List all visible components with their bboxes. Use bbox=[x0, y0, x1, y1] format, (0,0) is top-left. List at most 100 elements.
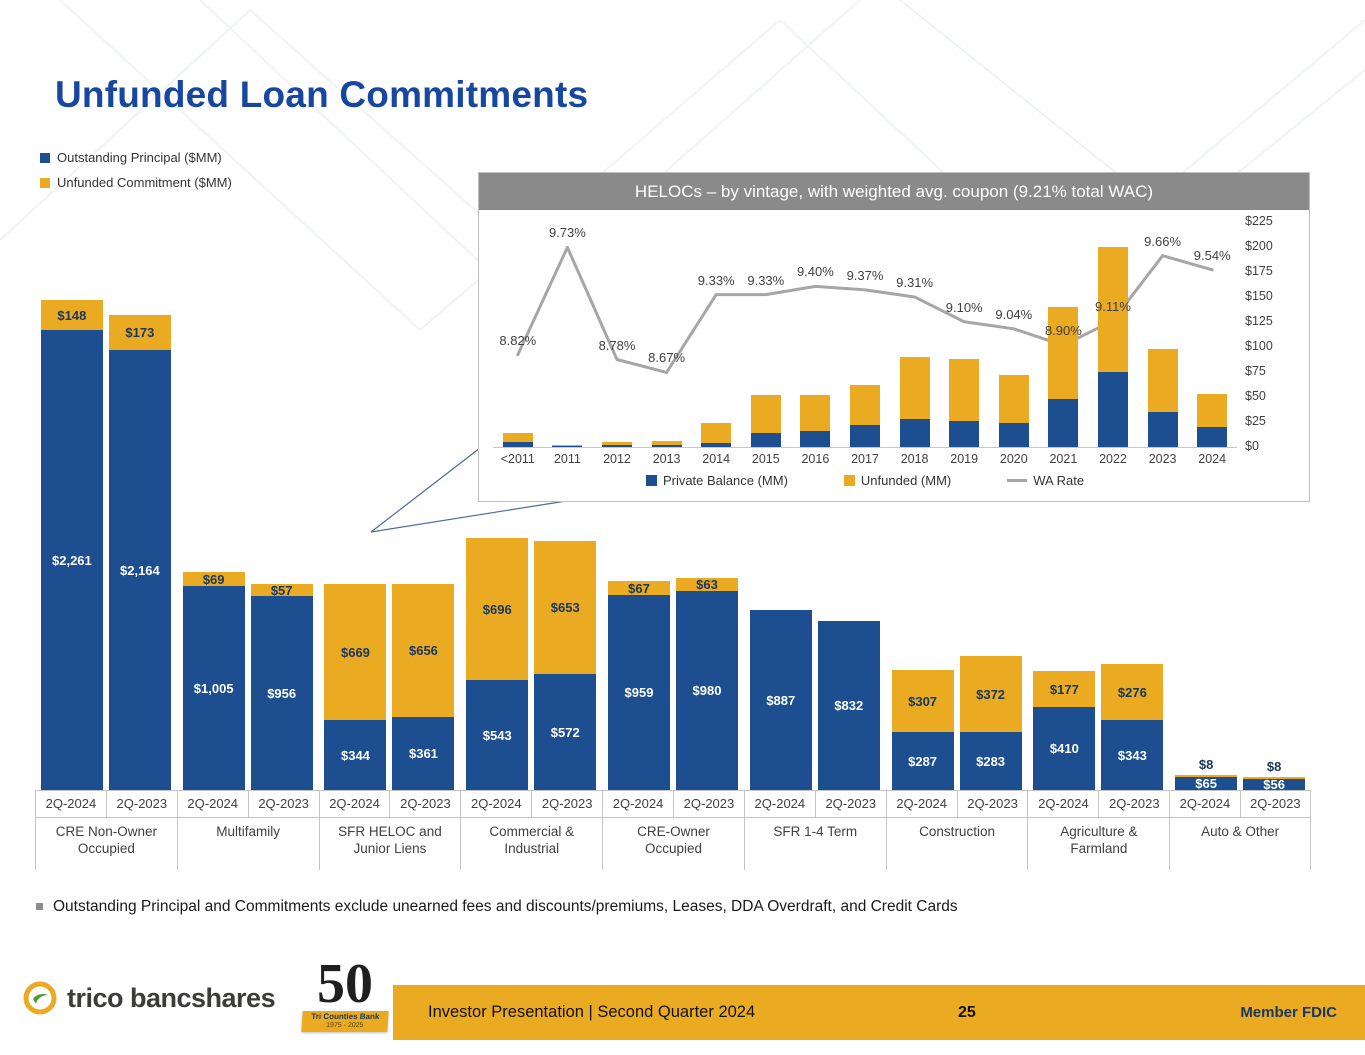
period-row: 2Q-2024 2Q-2023 bbox=[319, 791, 461, 818]
unfunded-segment: $372 bbox=[959, 656, 1022, 732]
wa-rate-label: 8.78% bbox=[598, 337, 636, 353]
principal-segment: $980 bbox=[676, 591, 739, 790]
unfunded-segment: $148 bbox=[40, 300, 103, 330]
vintage-bar bbox=[850, 385, 880, 447]
vintage-x-label: 2021 bbox=[1049, 452, 1078, 466]
bar-column: $653 $572 bbox=[534, 541, 597, 790]
y-axis-tick-label: $100 bbox=[1245, 339, 1273, 353]
wa-rate-label: 9.10% bbox=[945, 299, 983, 315]
inset-legend-label: Unfunded (MM) bbox=[860, 473, 952, 488]
vintage-unfunded-segment bbox=[949, 359, 980, 421]
bar-pair: $148 $2,261 $173 $2,164 bbox=[35, 300, 177, 790]
legend-label: Outstanding Principal ($MM) bbox=[57, 150, 222, 165]
vintage-balance-segment bbox=[651, 445, 682, 447]
axis-block: 2Q-2024 2Q-2023 Construction bbox=[885, 790, 1028, 870]
axis-block: 2Q-2024 2Q-2023 Auto & Other bbox=[1169, 790, 1312, 870]
vintage-x-label: 2019 bbox=[950, 452, 979, 466]
principal-value-label: $2,261 bbox=[52, 552, 92, 568]
vintage-balance-segment bbox=[800, 431, 831, 447]
vintage-bar bbox=[1147, 349, 1178, 447]
period-row: 2Q-2024 2Q-2023 bbox=[461, 791, 603, 818]
period-label: 2Q-2024 bbox=[1170, 791, 1241, 817]
bar-pair: $69 $1,005 $57 $956 bbox=[177, 300, 319, 790]
principal-segment: $344 bbox=[324, 720, 387, 790]
bar-column: $887 bbox=[749, 610, 812, 790]
y-axis-tick-label: $50 bbox=[1245, 389, 1266, 403]
vintage-unfunded-segment bbox=[1147, 349, 1178, 412]
period-label: 2Q-2024 bbox=[36, 791, 107, 817]
vintage-balance-segment bbox=[1048, 399, 1079, 447]
vintage-balance-segment bbox=[949, 421, 980, 447]
vintage-x-label: 2016 bbox=[801, 452, 830, 466]
main-legend: Outstanding Principal ($MM) Unfunded Com… bbox=[40, 150, 232, 200]
anniversary-years: 1975 - 2025 bbox=[325, 1021, 364, 1029]
category-label: CRE-Owner Occupied bbox=[637, 824, 710, 856]
principal-value-label: $956 bbox=[267, 685, 297, 701]
vintage-balance-segment bbox=[602, 445, 632, 447]
vintage-balance-segment bbox=[701, 443, 732, 447]
wa-rate-label: 9.66% bbox=[1144, 233, 1182, 249]
stacked-bar: $669 $344 bbox=[324, 584, 387, 790]
unfunded-value-label: $307 bbox=[908, 693, 938, 709]
principal-swatch-icon bbox=[40, 152, 50, 163]
wa-rate-label: 9.04% bbox=[995, 306, 1033, 322]
principal-segment: $832 bbox=[817, 621, 880, 790]
stacked-bar: $8 $56 bbox=[1243, 760, 1306, 792]
principal-value-label: $410 bbox=[1049, 741, 1079, 756]
vintage-bar bbox=[1098, 247, 1128, 447]
unfunded-value-label: $63 bbox=[696, 577, 718, 592]
stacked-bar: $57 $956 bbox=[250, 582, 313, 790]
vintage-bar bbox=[750, 395, 781, 447]
inset-legend-item: Private Balance (MM) bbox=[645, 473, 788, 488]
y-axis-tick-label: $200 bbox=[1245, 239, 1273, 253]
anniversary-ribbon: Tri Counties Bank 1975 - 2025 bbox=[301, 1011, 389, 1033]
bar-column: $669 $344 bbox=[324, 584, 387, 790]
inset-plot-area: <2011 8.82% 2011 9.73% 2012 8.78% 2013 8.67% 201… bbox=[493, 223, 1237, 466]
wa-rate-label: 9.11% bbox=[1095, 298, 1131, 314]
stacked-bar: $173 $2,164 bbox=[108, 315, 171, 790]
legend-item-unfunded: Unfunded Commitment ($MM) bbox=[40, 175, 232, 190]
axis-block: 2Q-2024 2Q-2023 Agriculture & Farmland bbox=[1027, 790, 1170, 870]
wa-rate-label: 9.31% bbox=[896, 274, 934, 290]
principal-value-label: $56 bbox=[1263, 777, 1285, 792]
principal-value-label: $572 bbox=[550, 724, 580, 740]
bar-pair: $177 $410 $276 $343 bbox=[1027, 300, 1169, 790]
unfunded-value-label: $57 bbox=[270, 582, 293, 598]
principal-value-label: $887 bbox=[766, 692, 796, 708]
principal-segment: $572 bbox=[534, 674, 597, 790]
category-group: $307 $287 $372 $283 2Q-2024 2Q-2023 Constructi… bbox=[885, 300, 1028, 870]
category-group: $887 $832 2Q-2024 2Q-2023 SFR 1-4 Term bbox=[743, 300, 886, 870]
vintage-unfunded-segment bbox=[602, 442, 632, 445]
y-axis-tick-label: $150 bbox=[1245, 289, 1273, 303]
bar-column: $177 $410 bbox=[1033, 671, 1096, 790]
bar-column: $63 $980 bbox=[676, 577, 739, 790]
unfunded-value-label: $276 bbox=[1117, 684, 1147, 700]
wa-rate-label: 9.33% bbox=[697, 272, 735, 288]
wa-rate-label: 9.37% bbox=[846, 267, 884, 283]
vintage-x-label: 2015 bbox=[751, 452, 780, 466]
bar-column: $8 $65 bbox=[1175, 758, 1238, 790]
category-label: SFR 1-4 Term bbox=[773, 824, 858, 839]
unfunded-segment: $696 bbox=[466, 538, 529, 680]
unfunded-segment bbox=[1243, 777, 1306, 779]
period-label: 2Q-2023 bbox=[967, 796, 1018, 811]
vintage-unfunded-segment bbox=[552, 445, 583, 446]
vintage-x-label: 2023 bbox=[1148, 452, 1177, 466]
category-group: $669 $344 $656 $361 2Q-2024 2Q-2023 SFR HELOC … bbox=[318, 300, 461, 870]
vintage-bar bbox=[1048, 307, 1079, 447]
vintage-x-label: 2022 bbox=[1099, 452, 1127, 466]
axis-block: 2Q-2024 2Q-2023 Multifamily bbox=[176, 790, 319, 870]
vintage-bar bbox=[701, 423, 732, 447]
unfunded-swatch-icon bbox=[843, 475, 855, 486]
inset-chart-title: HELOCs – by vintage, with weighted avg. … bbox=[479, 173, 1309, 210]
vintage-x-label: 2018 bbox=[900, 452, 929, 466]
y-axis-tick-label: $75 bbox=[1245, 364, 1266, 378]
category-label: Auto & Other bbox=[1201, 824, 1280, 839]
inset-legend-item: Unfunded (MM) bbox=[843, 473, 952, 488]
vintage-unfunded-segment bbox=[750, 395, 781, 433]
unfunded-value-label: $173 bbox=[125, 325, 155, 340]
brand-name: trico bancshares bbox=[67, 982, 276, 1013]
inset-legend-item: WA Rate bbox=[1007, 473, 1084, 488]
principal-value-label: $980 bbox=[692, 683, 722, 698]
